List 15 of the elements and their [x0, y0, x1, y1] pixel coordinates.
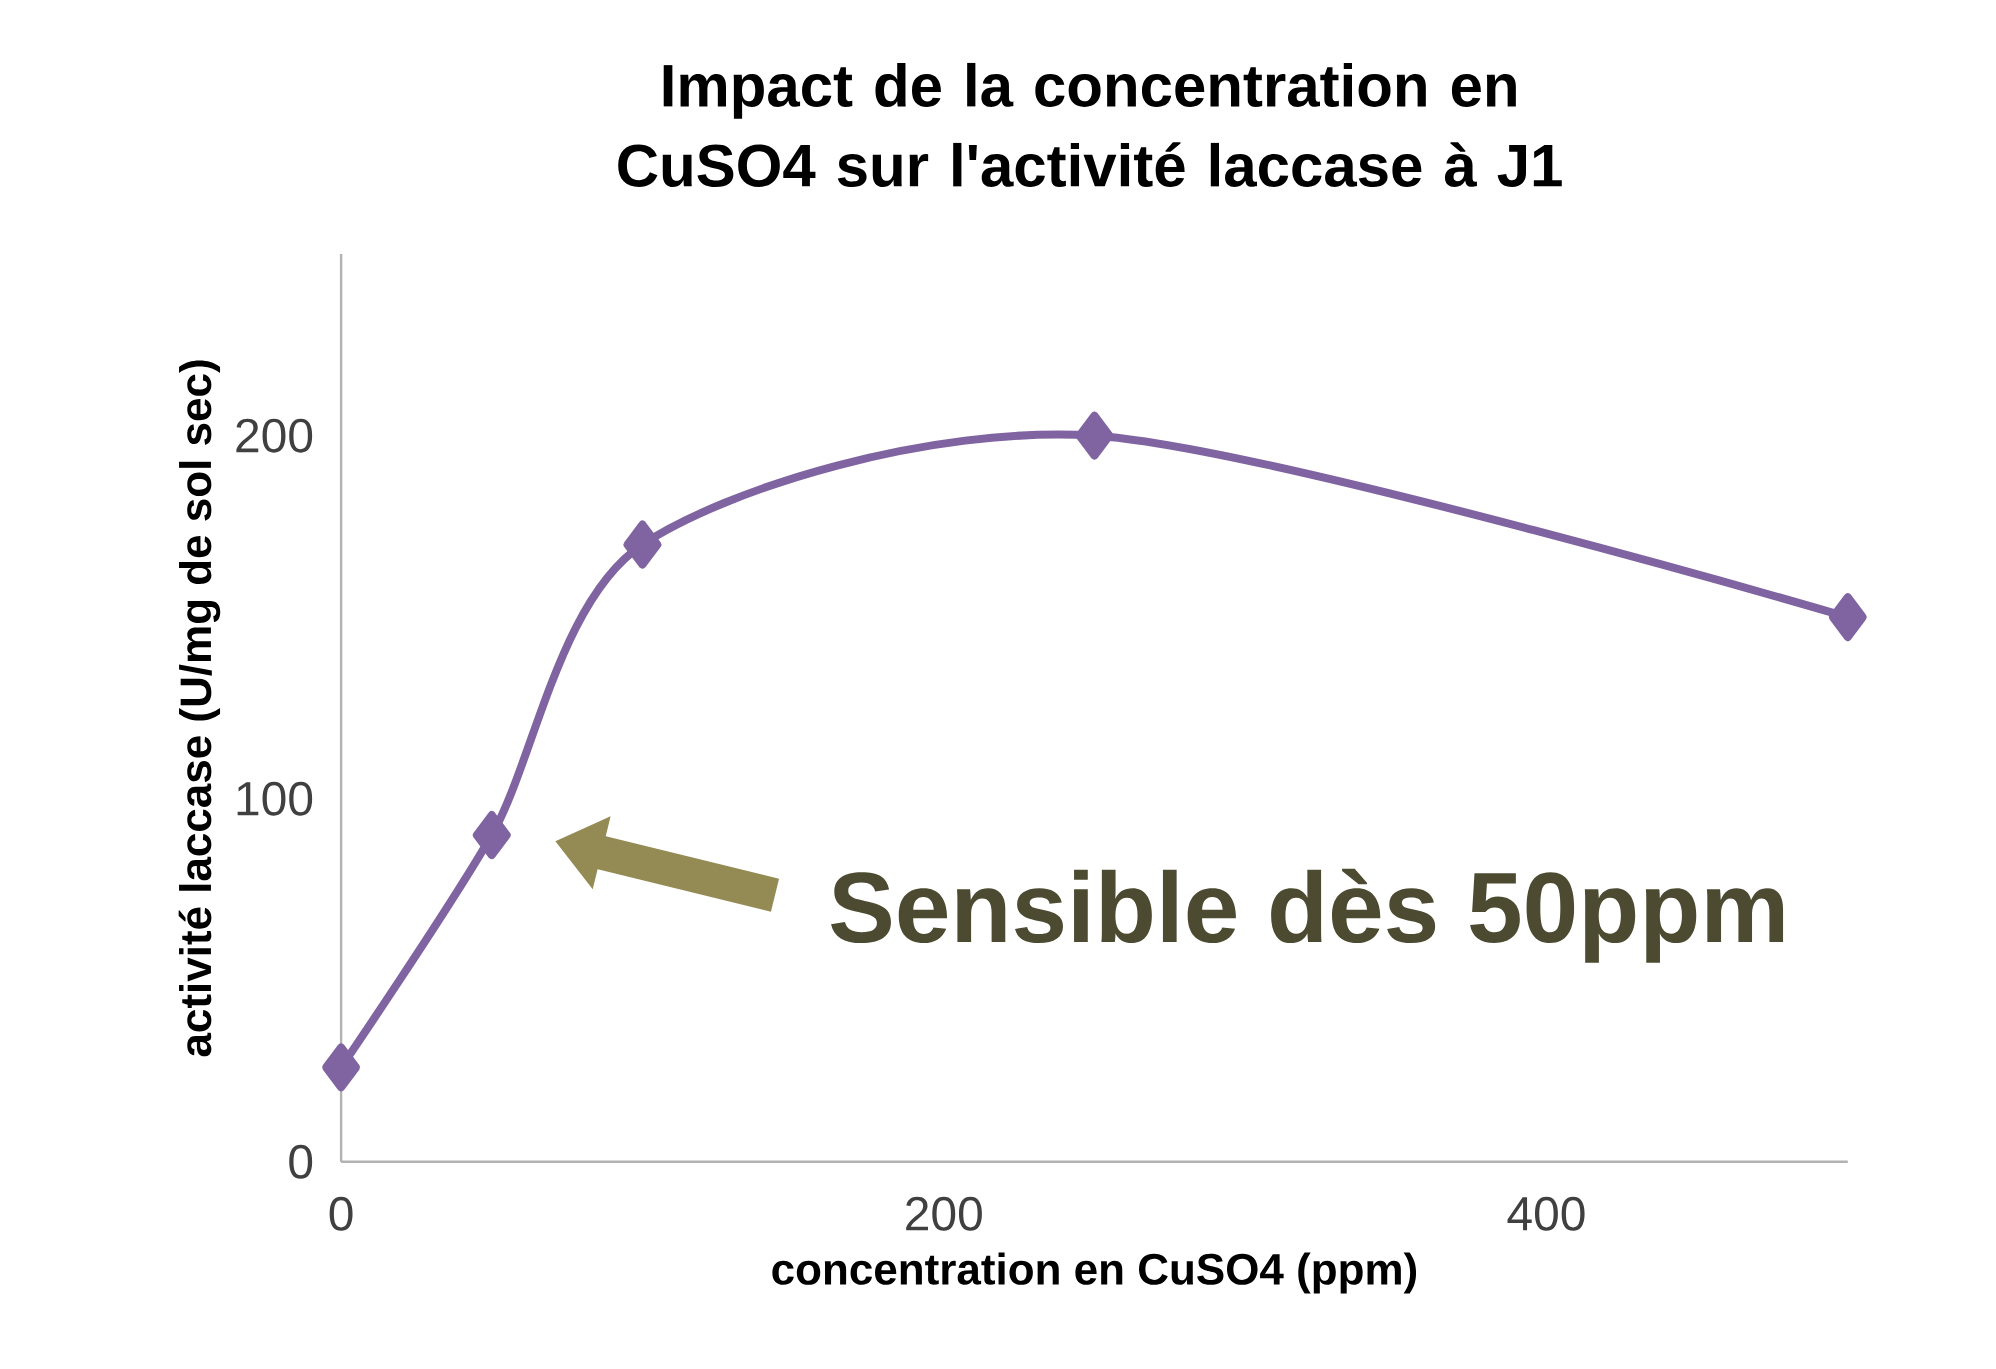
- chart-title: Impact de la concentration en CuSO4 sur l'activité laccase à J1: [618, 63, 1562, 188]
- point: [322, 1043, 361, 1092]
- annotation: Sensible dès 50ppm: [831, 869, 1784, 964]
- y-tick-label: 0: [289, 1145, 313, 1180]
- point: [1828, 593, 1867, 642]
- point: [472, 811, 511, 860]
- x-axis-title: concentration en CuSO4 (ppm): [772, 1252, 1417, 1294]
- point: [623, 520, 662, 569]
- y-axis-title: activité laccase (U/mg de sol sec): [178, 360, 221, 1057]
- y-tick-label: 100: [237, 781, 313, 816]
- x-tick-label: 200: [906, 1197, 982, 1232]
- x-tick-label: 400: [1507, 1197, 1585, 1232]
- point: [1075, 411, 1114, 460]
- x-tick-label: 0: [329, 1197, 353, 1232]
- y-tick-label: 200: [236, 418, 313, 453]
